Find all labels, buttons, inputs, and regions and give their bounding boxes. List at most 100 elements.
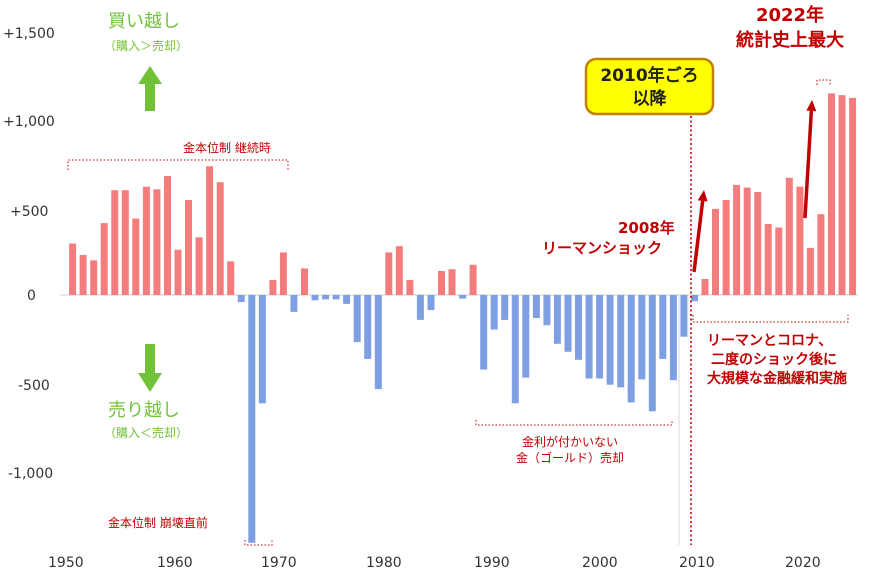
bar-1988 — [469, 264, 477, 295]
bar-2017 — [775, 227, 783, 295]
bar-1977 — [353, 295, 361, 343]
bar-2010 — [701, 279, 709, 295]
bar-1976 — [343, 295, 351, 304]
bar-1992 — [511, 295, 519, 404]
gold-collapse-note: 金本位制 崩壊直前 — [108, 515, 208, 530]
bar-1960 — [174, 249, 182, 295]
bar-1967 — [248, 295, 256, 543]
bar-2012 — [722, 200, 730, 295]
bar-1985 — [438, 271, 445, 295]
bar-1983 — [416, 295, 424, 320]
y-tick-0: 0 — [27, 288, 36, 304]
bar-1981 — [395, 246, 403, 295]
bar-2007 — [669, 295, 677, 381]
lehman-year: 2008年 — [618, 219, 675, 237]
bar-1998 — [575, 295, 582, 360]
bar-1986 — [448, 269, 456, 295]
bar-1959 — [164, 176, 171, 295]
x-tick-1950: 1950 — [48, 555, 84, 571]
x-tick-1990: 1990 — [474, 555, 510, 571]
bar-1958 — [153, 189, 161, 295]
bar-1972 — [301, 268, 308, 295]
record-label: 統計史上最大 — [736, 29, 844, 51]
bar-1951 — [79, 255, 87, 295]
sell-title: 売り越し — [108, 400, 180, 421]
sell-subtitle: （購入＜売却） — [104, 425, 188, 440]
bar-1953 — [100, 223, 108, 295]
bar-1956 — [132, 218, 140, 295]
y-tick-500: +500 — [10, 204, 48, 220]
bar-1987 — [459, 295, 467, 299]
bar-2011 — [712, 208, 719, 295]
bar-1952 — [90, 260, 98, 295]
lehman-label: リーマンショック — [542, 239, 662, 257]
bar-1970 — [279, 252, 287, 295]
bar-2006 — [659, 295, 667, 359]
bar-2014 — [743, 187, 751, 295]
y-tick-1000: +1,000 — [3, 114, 55, 130]
bar-1968 — [258, 295, 266, 404]
bar-2021 — [817, 214, 825, 295]
bar-1954 — [111, 190, 119, 295]
bar-1971 — [290, 295, 298, 312]
x-tick-2010: 2010 — [679, 555, 715, 571]
bar-1989 — [480, 295, 488, 370]
bar-2022 — [828, 93, 835, 296]
gold-standard-bracket — [67, 159, 289, 170]
bar-1964 — [216, 182, 224, 295]
y-tick-1500: +1,500 — [3, 26, 55, 42]
bar-1950 — [69, 243, 77, 295]
x-axis-labels: 1950 1960 1970 1980 1990 2000 2010 2020 — [48, 555, 821, 571]
bar-1991 — [501, 295, 509, 320]
x-tick-2020: 2020 — [785, 555, 821, 571]
rise-arrow-2010 — [692, 190, 708, 273]
bar-1962 — [195, 237, 203, 295]
qe-note-line3: 大規模な金融緩和実施 — [707, 370, 847, 387]
bar-2005 — [648, 295, 656, 412]
rise-arrow-2020 — [803, 100, 817, 219]
gold-standard-note: 金本位制 継続時 — [183, 140, 271, 155]
bar-1966 — [237, 295, 245, 303]
annotation-shapes — [67, 79, 849, 546]
bar-2016 — [764, 224, 772, 295]
bar-1997 — [564, 295, 572, 352]
interest-note-line2: 金（ゴールド）売却 — [516, 450, 624, 465]
x-tick-2000: 2000 — [582, 555, 618, 571]
bar-2023 — [838, 95, 846, 295]
bar-1963 — [206, 166, 214, 295]
bar-1961 — [185, 200, 192, 295]
qe-note-line2: 二度のショック後に — [711, 351, 837, 368]
bar-2001 — [606, 295, 614, 385]
bar-1973 — [311, 295, 319, 301]
qe-bracket — [692, 315, 849, 323]
bar-2003 — [627, 295, 635, 403]
y-axis-labels: +1,500 +1,000 +500 0 -500 -1,000 — [3, 26, 55, 482]
x-tick-1980: 1980 — [366, 555, 402, 571]
bar-series — [69, 93, 857, 543]
bar-1965 — [227, 261, 235, 295]
bar-2013 — [733, 184, 741, 295]
bar-2020 — [806, 247, 814, 295]
bar-1969 — [269, 279, 277, 295]
up-arrow-icon — [138, 66, 162, 111]
bar-1957 — [142, 186, 150, 295]
record-year: 2022年 — [756, 4, 824, 26]
bar-2000 — [596, 295, 604, 379]
x-tick-1960: 1960 — [157, 555, 193, 571]
x-tick-1970: 1970 — [261, 555, 297, 571]
bar-2008 — [680, 295, 688, 337]
bar-2002 — [617, 295, 625, 388]
interest-note-line1: 金利が付かいない — [522, 434, 618, 449]
interest-bracket — [475, 420, 673, 426]
buy-title: 買い越し — [108, 11, 180, 32]
callout-line2: 以降 — [633, 88, 668, 109]
bar-2009 — [691, 295, 698, 302]
buy-subtitle: （購入＞売却） — [104, 38, 188, 53]
bar-1990 — [490, 295, 498, 330]
y-tick-minus-500: -500 — [18, 378, 50, 394]
bar-1974 — [322, 295, 330, 300]
bar-1955 — [121, 190, 129, 295]
bar-1993 — [522, 295, 530, 378]
since-2010-callout: 2010年ごろ 以降 — [584, 57, 715, 116]
